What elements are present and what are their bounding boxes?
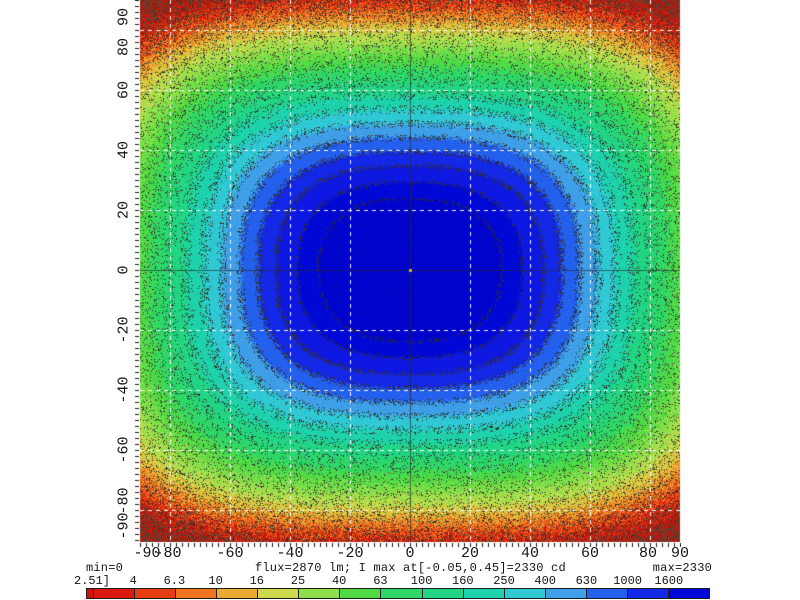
colorbar-scale-label: 160	[451, 574, 474, 588]
colorbar-cell	[503, 589, 545, 598]
colorbar-scale-label: 10	[208, 574, 223, 588]
colorbar-scale-label: 1600	[654, 574, 684, 588]
intensity-distribution-canvas	[133, 0, 681, 550]
colorbar-scale-label: 25	[290, 574, 306, 588]
x-axis-tick-label: 20	[460, 545, 480, 562]
colorbar-cell	[585, 589, 627, 598]
colorbar-cell	[134, 589, 176, 598]
colorbar-scale-label: 16	[249, 574, 264, 588]
y-axis-tick-label: 60	[115, 80, 133, 100]
colorbar-scale-label: 6.3	[163, 574, 186, 588]
colorbar-scale-label: 63	[373, 574, 388, 588]
y-axis-tick-label: 80	[115, 37, 133, 57]
colorbar-cell	[544, 589, 586, 598]
colorbar-cell	[216, 589, 258, 598]
y-axis-tick-label: -60	[115, 436, 133, 464]
x-axis-tick-label: 80	[638, 545, 658, 562]
colorbar-cell	[175, 589, 217, 598]
colorbar-cell	[339, 589, 381, 598]
colorbar	[86, 588, 710, 599]
x-axis-tick-label: -90	[133, 545, 161, 562]
y-axis-tick-label: -40	[115, 376, 133, 404]
colorbar-scale-label: 4	[129, 574, 137, 588]
y-axis-tick-label: -20	[115, 316, 133, 344]
colorbar-cell	[626, 589, 668, 598]
x-axis-tick-label: -40	[276, 545, 304, 562]
x-axis-tick-label: -80	[154, 545, 182, 562]
colorbar-scale-label: 2.51]	[73, 574, 111, 588]
colorbar-cell	[257, 589, 299, 598]
colorbar-undermin-cell	[87, 589, 93, 598]
x-axis-tick-label: -20	[336, 545, 364, 562]
colorbar-cell	[298, 589, 340, 598]
y-axis-tick-label: 0	[115, 265, 133, 275]
colorbar-scale-label: 1000	[613, 574, 642, 588]
min-label: min=0	[86, 561, 124, 575]
colorbar-scale-label: 400	[534, 574, 556, 588]
y-axis-tick-label: -90	[115, 512, 133, 540]
y-axis-tick-label: 40	[115, 140, 133, 160]
colorbar-scale-label: 630	[575, 574, 598, 588]
colorbar-scale-label: 100	[410, 574, 433, 588]
colorbar-cell	[421, 589, 463, 598]
y-axis-tick-label: -80	[115, 487, 133, 515]
x-axis-tick-label: 40	[520, 545, 540, 562]
x-axis-tick-label: 90	[670, 545, 690, 562]
colorbar-scale-label: 250	[493, 574, 515, 588]
colorbar-cell	[93, 589, 135, 598]
x-axis-tick-label: 0	[405, 545, 415, 562]
colorbar-cell	[667, 589, 709, 598]
colorbar-cell	[380, 589, 422, 598]
y-axis-tick-label: 20	[115, 200, 133, 220]
x-axis-tick-label: 60	[580, 545, 600, 562]
max-label: max=2330	[652, 561, 712, 575]
y-axis-tick-label: 90	[115, 7, 133, 27]
flux-label: flux=2870 lm; I max at[-0.05,0.45]=2330 …	[255, 561, 566, 575]
x-axis-tick-label: -60	[216, 545, 244, 562]
colorbar-scale-label: 40	[331, 574, 347, 588]
colorbar-cell	[462, 589, 504, 598]
